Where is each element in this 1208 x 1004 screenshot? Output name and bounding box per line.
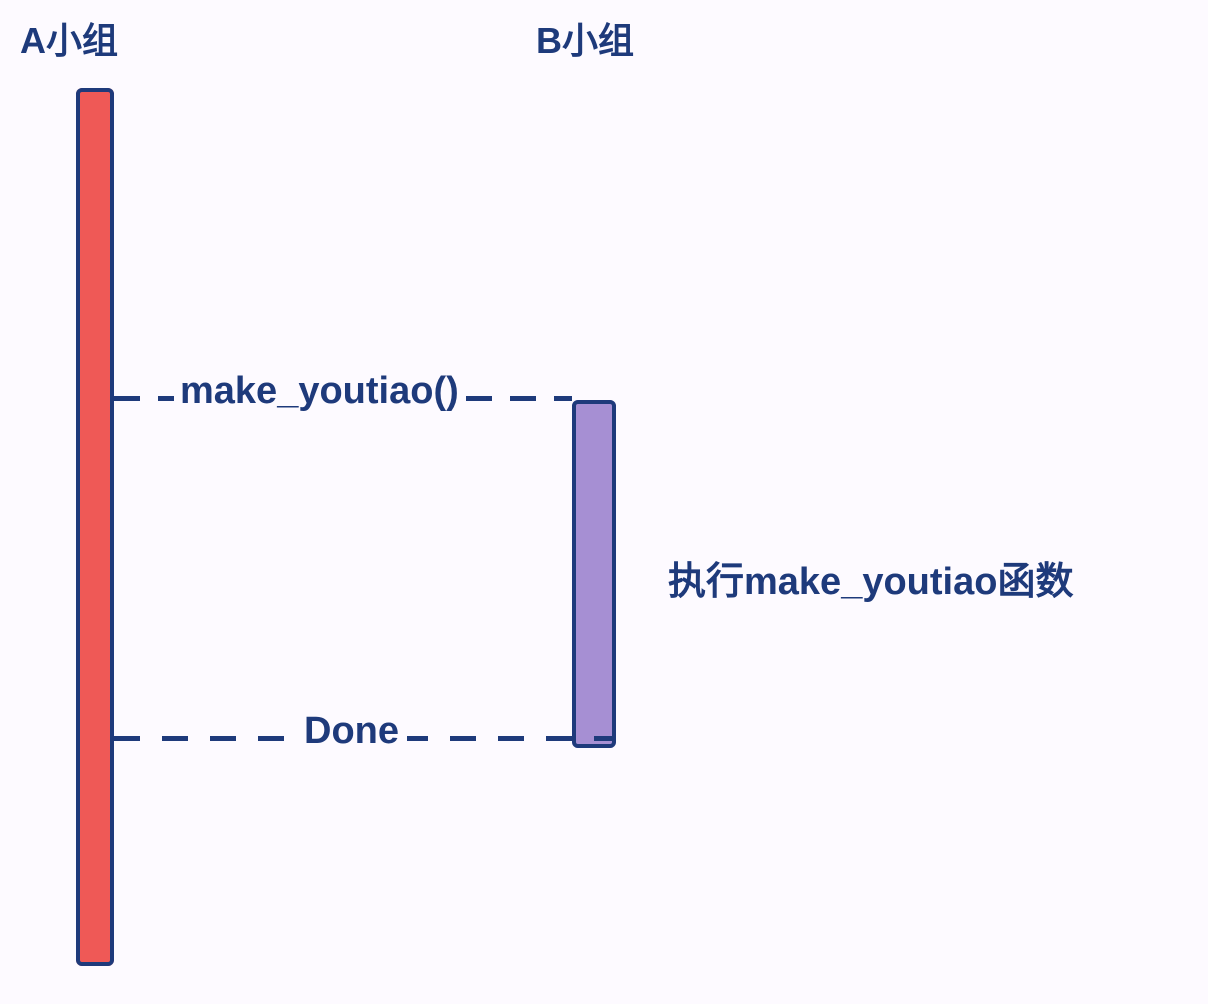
- message-call-label: make_youtiao(): [174, 370, 465, 413]
- lifeline-bar-b-outline: [572, 400, 616, 748]
- lifeline-bar-a-outline: [76, 88, 114, 966]
- header-group-a: A小组: [20, 12, 118, 64]
- side-note: 执行make_youtiao函数: [668, 550, 1073, 605]
- diagram-stage: A小组 B小组 make_youtiao() Done 执行make_youti…: [0, 0, 1208, 1004]
- message-return-label: Done: [296, 710, 407, 753]
- header-group-b: B小组: [536, 12, 634, 64]
